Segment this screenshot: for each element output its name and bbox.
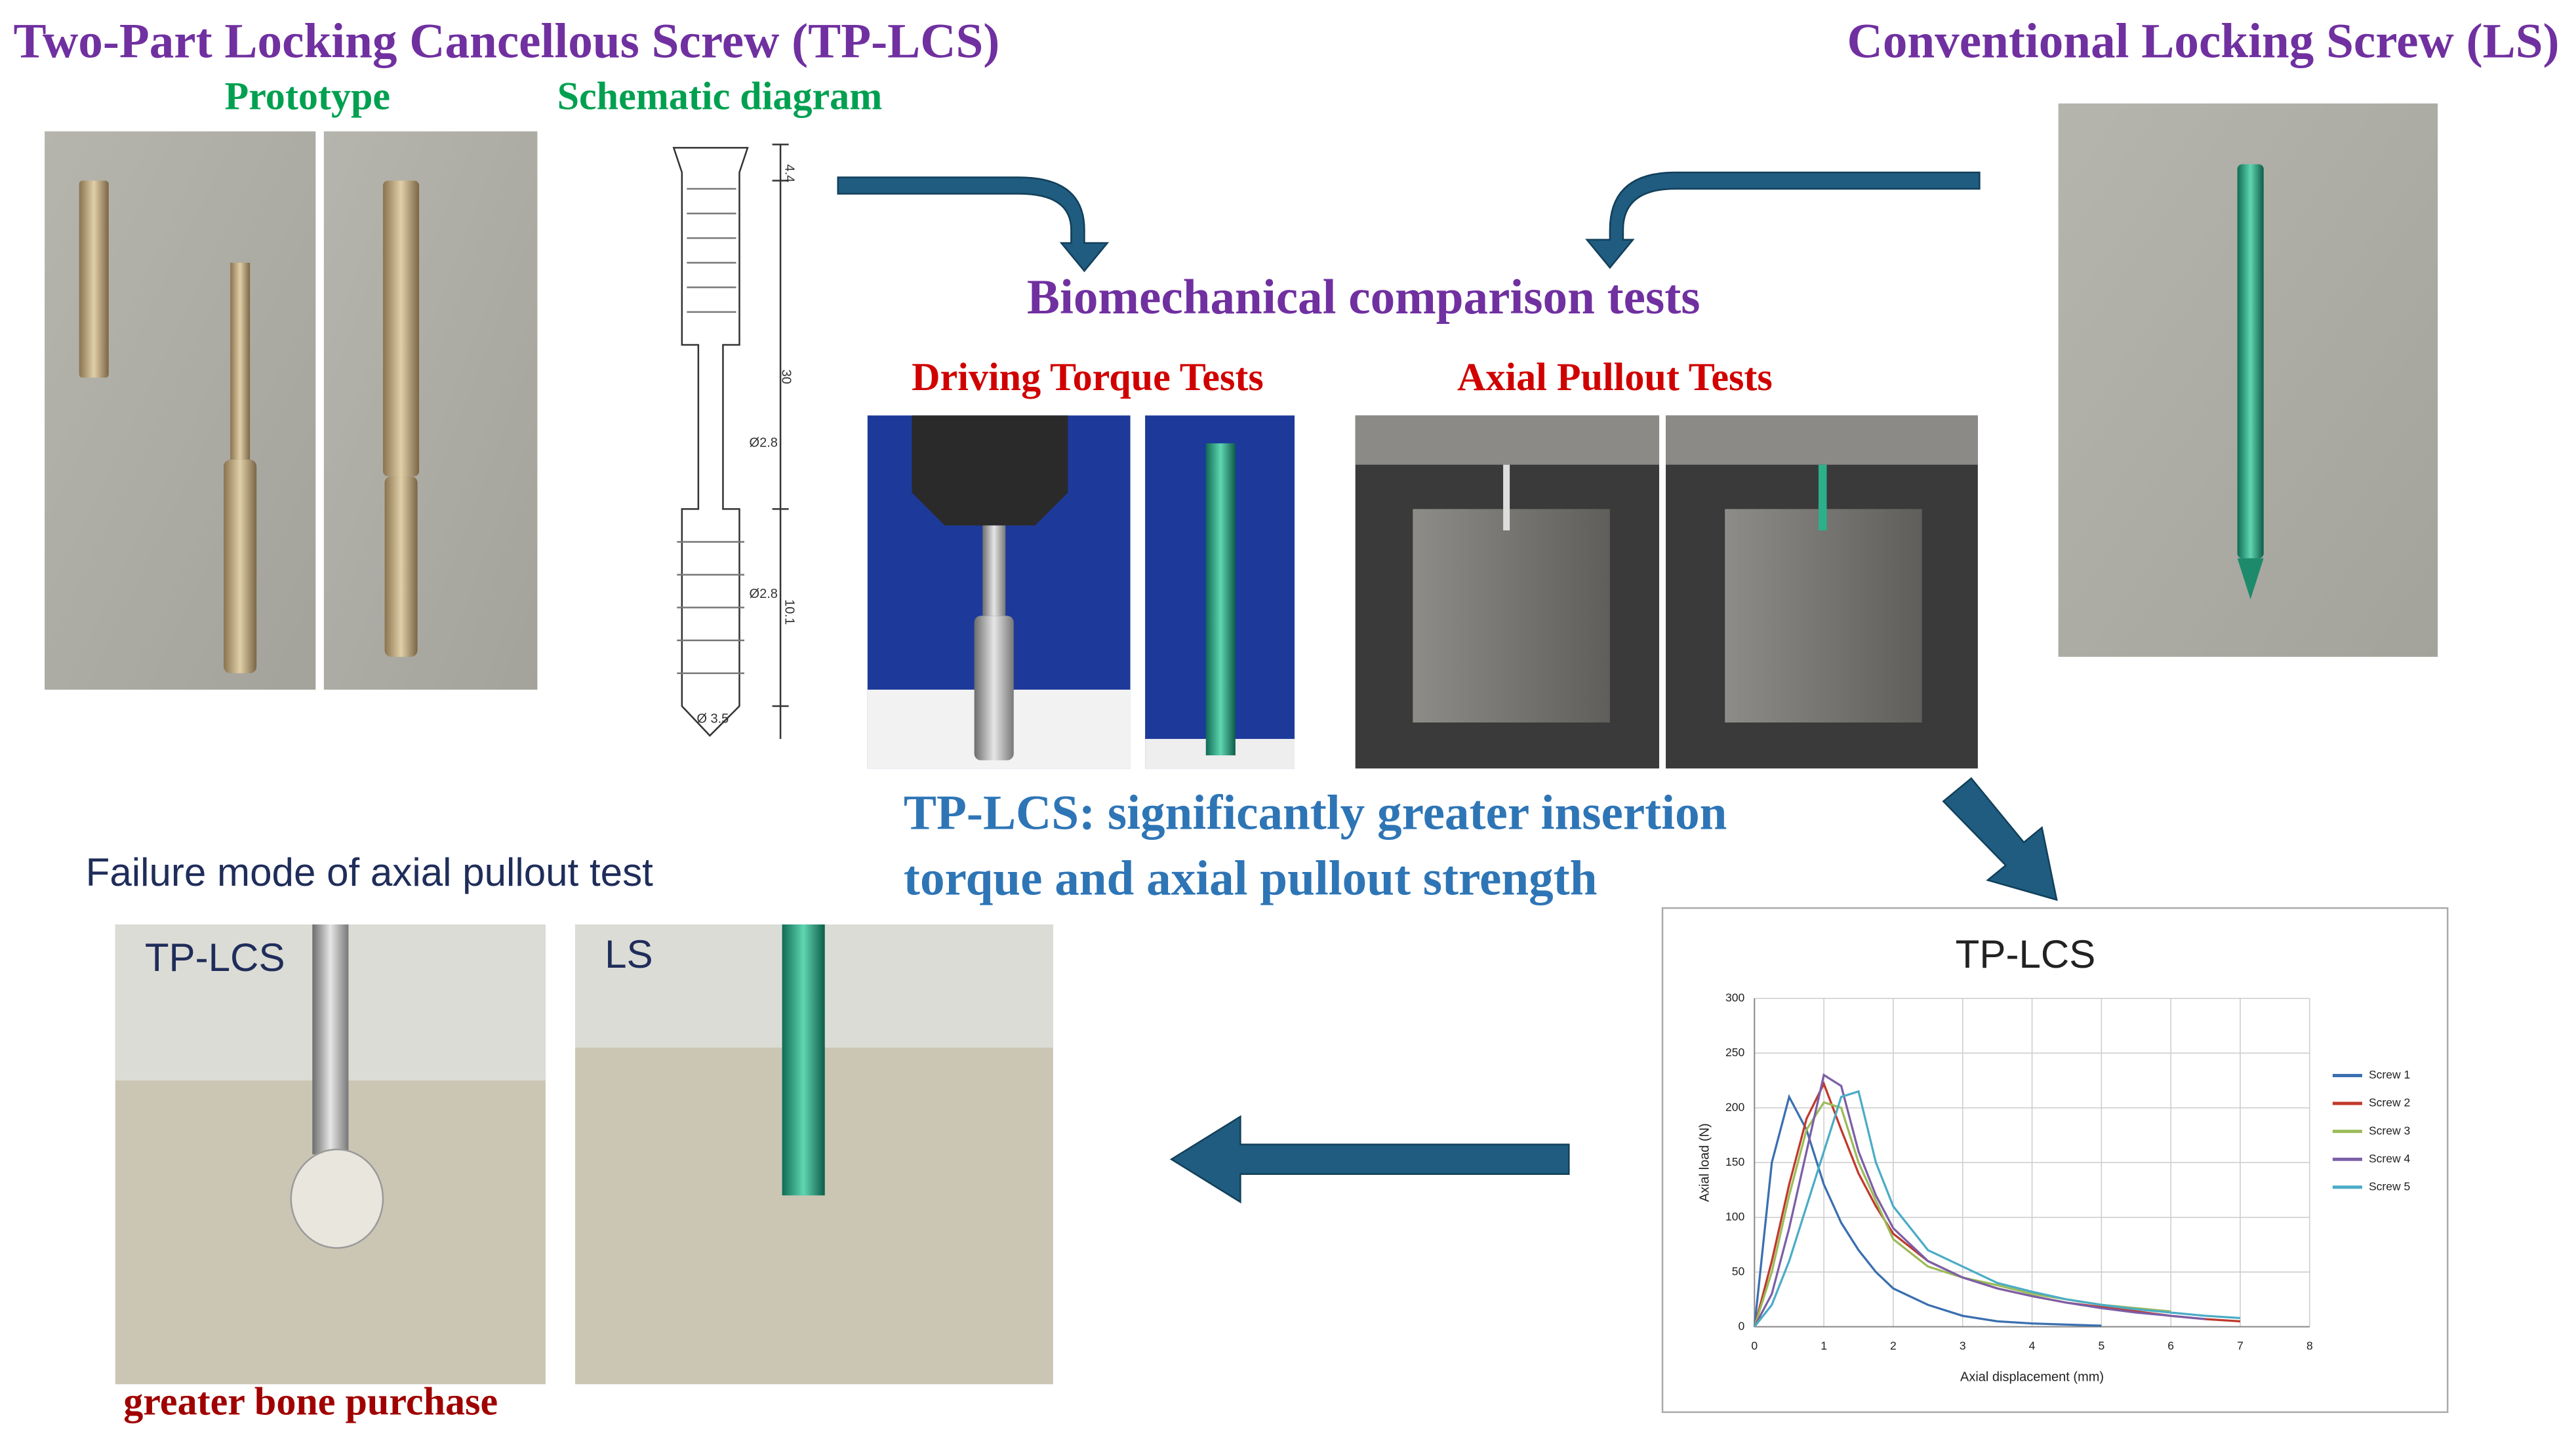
- right-title: Conventional Locking Screw (LS): [1847, 14, 2560, 68]
- pullout-chart: TP-LCS Axial displacement (mm) Axial loa…: [1661, 907, 2449, 1414]
- dimension: Ø 3.5: [696, 711, 729, 726]
- y-tick-label: 0: [1739, 1319, 1745, 1332]
- x-tick-label: 8: [2306, 1339, 2313, 1352]
- dimension: 30: [778, 370, 793, 384]
- screw-thread: [224, 460, 257, 673]
- series-line: [1753, 1073, 2206, 1328]
- bone-purchase: [290, 1148, 384, 1249]
- conclusion: TP-LCS: significantly greater insertion: [904, 785, 1727, 840]
- shaft: [1818, 464, 1827, 530]
- test-block: [1413, 509, 1610, 722]
- arrow: [1942, 777, 2058, 901]
- y-tick-label: 50: [1732, 1265, 1745, 1278]
- torque-photos: [867, 415, 1295, 769]
- x-tick-label: 2: [1890, 1339, 1897, 1352]
- y-tick-label: 250: [1725, 1046, 1744, 1059]
- arrow: [1585, 171, 1981, 269]
- schematic-title: Schematic diagram: [557, 75, 883, 119]
- x-axis-label: Axial displacement (mm): [1960, 1370, 2104, 1385]
- machine: [1666, 415, 1978, 465]
- y-tick-label: 150: [1725, 1155, 1744, 1168]
- x-tick-label: 0: [1751, 1339, 1758, 1352]
- pullout-title: Axial Pullout Tests: [1457, 355, 1773, 399]
- photo-label: LS: [605, 932, 653, 976]
- y-tick-label: 200: [1725, 1100, 1744, 1113]
- failure-note: greater bone purchase: [123, 1380, 498, 1424]
- photo: [323, 131, 538, 690]
- screw-assembled: [382, 180, 420, 477]
- dimension: Ø2.8: [750, 587, 778, 601]
- pullout-photos: [1355, 415, 1978, 769]
- x-tick-label: 5: [2099, 1339, 2105, 1352]
- dimension: 4.4: [782, 164, 796, 182]
- dimension: Ø2.8: [750, 436, 778, 450]
- legend-label: Screw 2: [2369, 1096, 2410, 1109]
- legend-label: Screw 3: [2369, 1124, 2410, 1137]
- prototype-label: Prototype: [225, 75, 391, 119]
- shaft: [982, 525, 1006, 616]
- shaft: [1503, 464, 1510, 530]
- ls-screw: [782, 924, 825, 1196]
- test-block: [1725, 509, 1922, 722]
- photo-label: TP-LCS: [145, 936, 285, 980]
- machine: [1355, 415, 1660, 465]
- schematic-drawing: [672, 144, 789, 740]
- arrow: [837, 176, 1110, 273]
- arrow: [1169, 1115, 1570, 1204]
- conclusion: torque and axial pullout strength: [904, 852, 1598, 906]
- x-tick-label: 6: [2167, 1339, 2174, 1352]
- chuck: [912, 415, 1068, 526]
- x-tick-label: 7: [2237, 1339, 2244, 1352]
- screw-outline: [672, 147, 749, 737]
- legend-label: Screw 1: [2369, 1068, 2410, 1081]
- x-tick-label: 1: [1821, 1339, 1827, 1352]
- failure-title: Failure mode of axial pullout test: [86, 850, 653, 894]
- left-title: Two-Part Locking Cancellous Screw (TP-LC…: [13, 14, 999, 68]
- thread: [974, 616, 1014, 761]
- prototype-photos: [45, 131, 538, 690]
- series-line: [1754, 1090, 2241, 1328]
- chart-title: TP-LCS: [1956, 932, 2096, 976]
- y-tick-label: 100: [1725, 1210, 1744, 1223]
- screw-sleeve: [79, 180, 109, 378]
- thread-lines: [677, 188, 744, 675]
- ls-screw: [1205, 443, 1236, 756]
- dimension-lines: [772, 144, 789, 740]
- x-tick-label: 4: [2029, 1339, 2036, 1352]
- legend-label: Screw 4: [2369, 1152, 2411, 1165]
- shaft: [312, 924, 349, 1155]
- ls-screw: [2237, 164, 2264, 559]
- screw-thread: [384, 476, 418, 657]
- x-tick-label: 3: [1960, 1339, 1966, 1352]
- legend-label: Screw 5: [2369, 1179, 2410, 1193]
- series-line: [1753, 1094, 2102, 1327]
- screw-shaft: [230, 262, 251, 460]
- failure-photos: [115, 924, 1053, 1385]
- ls-tip: [2237, 558, 2264, 600]
- chart-frame: [1661, 907, 2449, 1414]
- y-tick-label: 300: [1725, 991, 1744, 1004]
- ls-photo: [2058, 103, 2438, 657]
- torque-title: Driving Torque Tests: [912, 355, 1264, 399]
- dimension: 10.1: [782, 599, 796, 625]
- tests-title: Biomechanical comparison tests: [1027, 270, 1701, 325]
- y-axis-label: Axial load (N): [1697, 1123, 1712, 1202]
